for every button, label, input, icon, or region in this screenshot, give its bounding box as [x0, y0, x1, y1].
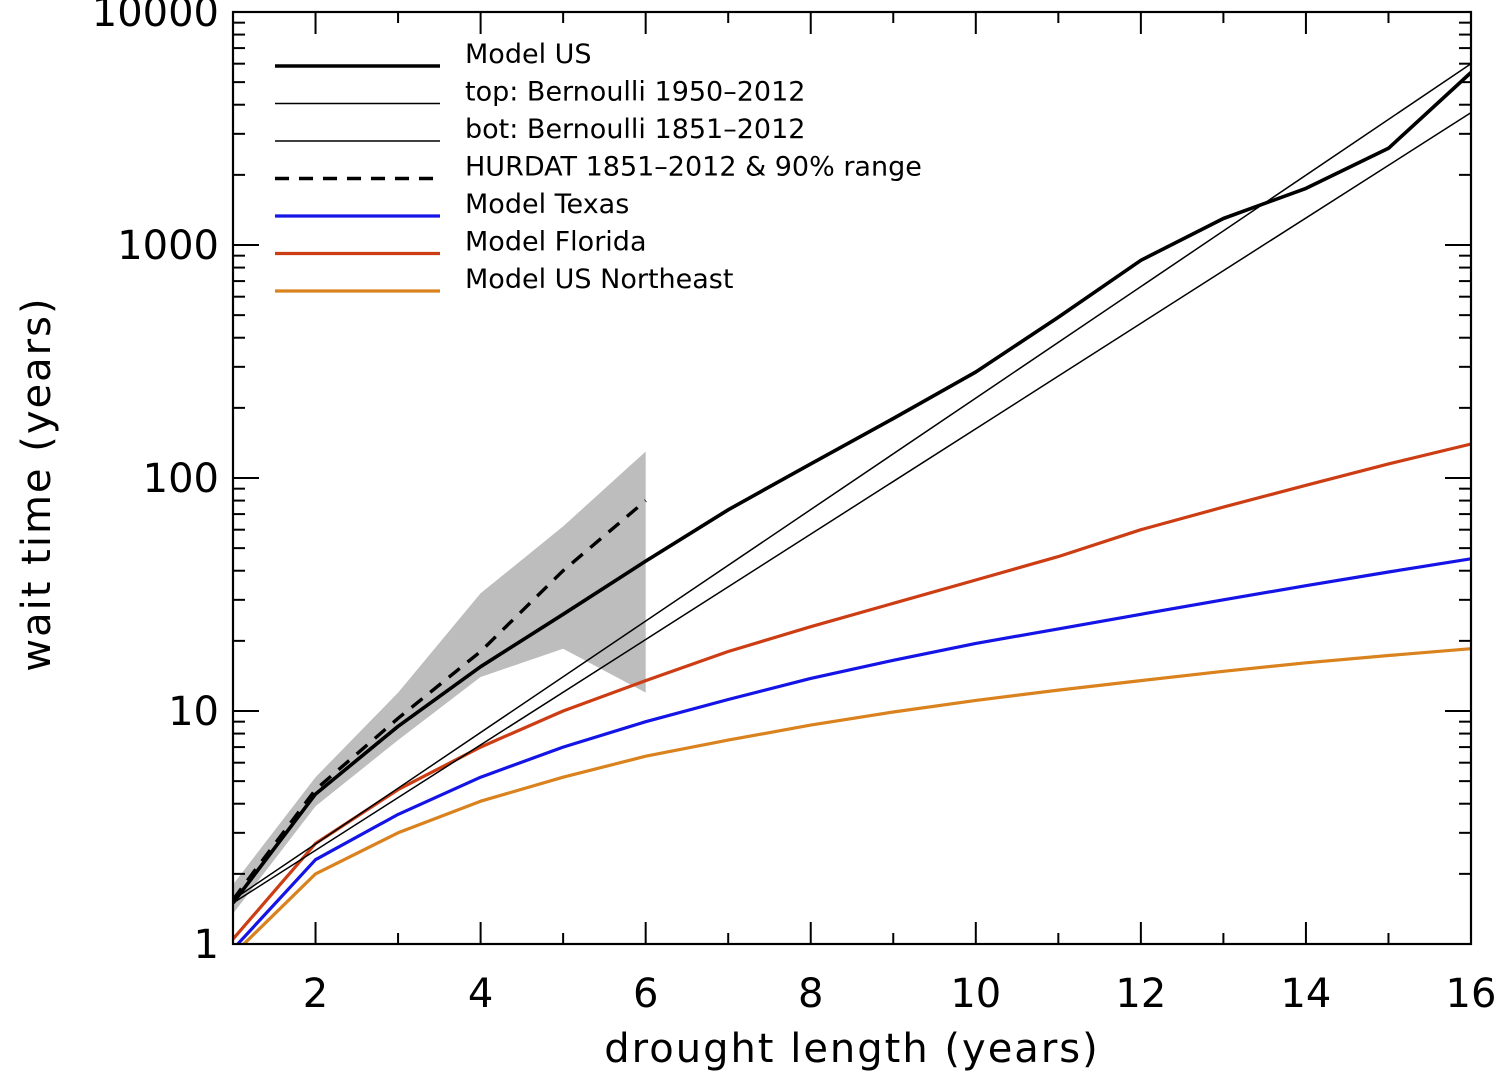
tick-label-layer: 2 4 6 8 10 12 14 16 1 10 100 1000 10000: [92, 0, 1497, 1017]
y-tick-label-1000: 1000: [117, 223, 219, 269]
legend-label-4: Model Texas: [465, 189, 629, 220]
y-tick-label-10000: 10000: [92, 0, 219, 36]
x-tick-label-12: 12: [1115, 971, 1166, 1017]
legend-label-5: Model Florida: [465, 227, 647, 258]
legend-label-0: Model US: [465, 39, 592, 70]
legend: Model US top: Bernoulli 1950–2012 bot: Ber…: [275, 39, 922, 295]
y-tick-label-10: 10: [168, 689, 219, 735]
y-axis-title: wait time (years): [14, 296, 60, 671]
series-line-hurdat-1851-2012-90-range: [233, 499, 647, 901]
x-tick-label-10: 10: [950, 971, 1001, 1017]
series-line-model-florida: [233, 442, 1471, 941]
x-tick-label-4: 4: [468, 971, 493, 1017]
y-tick-label-100: 100: [143, 456, 219, 502]
x-tick-label-14: 14: [1280, 971, 1331, 1017]
legend-label-2: bot: Bernoulli 1851–2012: [465, 114, 805, 145]
series-line-bot-bernoulli-1851-2012: [233, 111, 1471, 904]
tick-layer: [232, 11, 1472, 945]
x-tick-label-16: 16: [1446, 971, 1497, 1017]
x-tick-label-6: 6: [633, 971, 658, 1017]
legend-label-1: top: Bernoulli 1950–2012: [465, 77, 805, 108]
series-layer: [233, 63, 1471, 944]
legend-label-3: HURDAT 1851–2012 & 90% range: [465, 152, 922, 183]
series-line-model-us-northeast: [241, 647, 1471, 944]
hurdat-range-layer: [233, 451, 646, 914]
x-axis-title: drought length (years): [604, 1026, 1099, 1072]
series-line-model-us: [233, 71, 1471, 905]
hurdat-90pct-range-band: [233, 451, 646, 914]
series-line-top-bernoulli-1950-2012: [233, 63, 1471, 901]
legend-label-6: Model US Northeast: [465, 264, 733, 295]
x-tick-label-2: 2: [303, 971, 328, 1017]
series-line-model-texas: [235, 557, 1471, 944]
x-tick-label-8: 8: [798, 971, 823, 1017]
y-tick-label-1: 1: [194, 922, 219, 968]
